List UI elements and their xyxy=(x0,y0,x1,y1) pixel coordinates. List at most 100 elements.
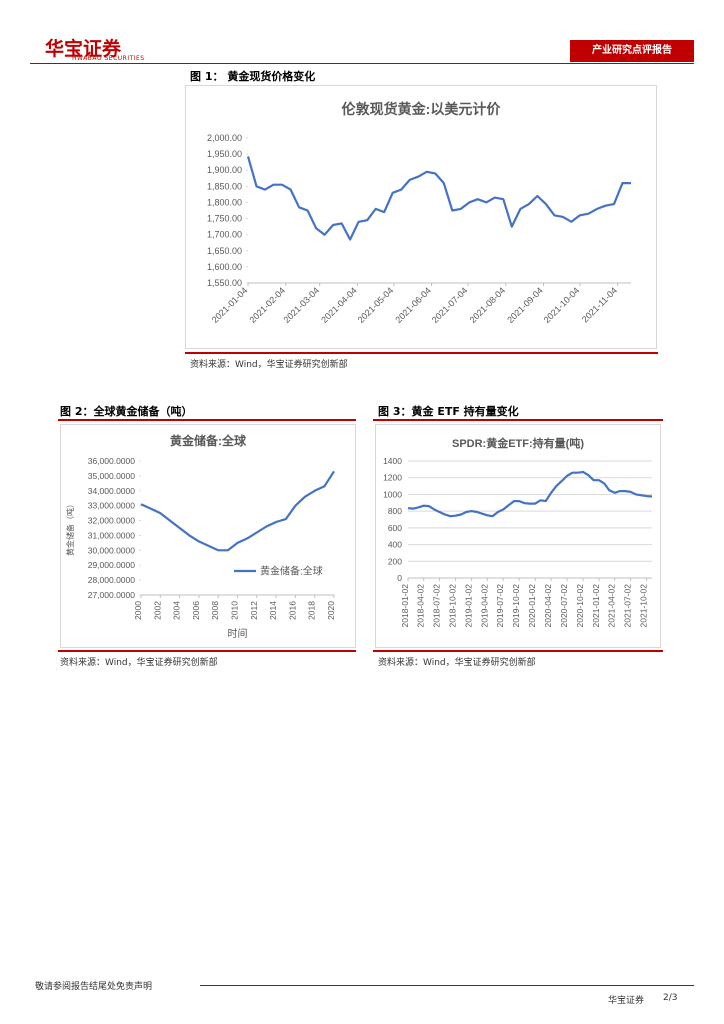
figure-rule xyxy=(373,650,663,652)
x-tick-label: 2021-01-04 xyxy=(210,285,250,325)
header-rule xyxy=(30,63,694,64)
x-tick-label: 2010 xyxy=(230,601,240,620)
y-tick-label: 27,000.0000 xyxy=(88,590,136,600)
y-tick-label: 1,650.00 xyxy=(207,246,242,256)
y-tick-label: 1400 xyxy=(383,456,402,466)
y-tick-label: 33,000.0000 xyxy=(88,501,136,511)
data-line xyxy=(407,470,653,518)
x-tick-label: 2021-03-04 xyxy=(282,285,322,325)
chart-title: SPDR:黄金ETF:持有量(吨) xyxy=(452,436,584,450)
y-tick-label: 35,000.0000 xyxy=(88,471,136,481)
x-tick-label: 2019-01-02 xyxy=(464,584,474,628)
logo-en: HWABAO SECURITIES xyxy=(72,55,145,62)
y-tick-label: 34,000.0000 xyxy=(88,486,136,496)
figure-caption: 图 1： 黄金现货价格变化 xyxy=(190,70,316,83)
x-tick-label: 2021-11-04 xyxy=(580,285,619,324)
x-tick-label: 2019-04-02 xyxy=(479,584,489,628)
figure-source: 资料来源：Wind，华宝证券研究创新部 xyxy=(378,658,536,668)
y-tick-label: 1,900.00 xyxy=(207,165,242,175)
x-tick-label: 2020-10-02 xyxy=(575,584,585,628)
x-tick-label: 2018-10-02 xyxy=(448,584,458,628)
chart: SPDR:黄金ETF:持有量(吨) 0 200 400 600 800 1000 1200 14… xyxy=(383,436,653,628)
x-tick-label: 2021-04-04 xyxy=(319,285,359,325)
x-tick-label: 2018-04-02 xyxy=(416,584,426,628)
chart: 黄金储备:全球 27,000.0000 28,000.0000 29,000.0000… xyxy=(65,433,340,640)
y-tick-label: 1,600.00 xyxy=(207,262,242,272)
figure-source: 资料来源：Wind，华宝证券研究创新部 xyxy=(190,360,348,370)
legend-label: 黄金储备:全球 xyxy=(260,565,323,578)
chart-title: 黄金储备:全球 xyxy=(170,433,247,448)
y-tick-label: 800 xyxy=(388,506,402,516)
y-tick-label: 1,750.00 xyxy=(207,214,242,224)
footer-company: 华宝证券 xyxy=(608,996,645,1006)
x-tick-label: 2021-06-04 xyxy=(393,285,433,325)
chart-frame: SPDR:黄金ETF:持有量(吨) 0 200 400 600 800 1000 1200 14… xyxy=(375,424,661,648)
chart-title: 伦敦现货黄金:以美元计价 xyxy=(342,101,502,117)
footer-rule xyxy=(200,985,694,986)
y-tick-label: 1,950.00 xyxy=(207,149,242,159)
x-tick-label: 2021-09-04 xyxy=(505,285,545,325)
x-tick-label: 2021-08-04 xyxy=(468,285,508,325)
x-tick-label: 2020 xyxy=(326,601,336,620)
y-tick-label: 28,000.0000 xyxy=(88,575,136,585)
data-line xyxy=(140,470,335,552)
x-tick-label: 2014 xyxy=(268,601,278,620)
x-tick-label: 2004 xyxy=(172,601,182,620)
x-tick-label: 2021-05-04 xyxy=(356,285,396,325)
report-tab: 产业研究点评报告 xyxy=(570,40,694,62)
figure-rule xyxy=(373,419,663,421)
x-tick-label: 2016 xyxy=(287,601,297,620)
y-tick-label: 200 xyxy=(388,556,402,566)
y-tick-label: 600 xyxy=(388,523,402,533)
y-tick-label: 32,000.0000 xyxy=(88,516,136,526)
x-tick-label: 2002 xyxy=(152,601,162,620)
x-tick-label: 2012 xyxy=(249,601,259,620)
y-tick-label: 36,000.0000 xyxy=(88,456,136,466)
x-tick-label: 2020-07-02 xyxy=(559,584,569,628)
x-tick-label: 2021-04-02 xyxy=(607,584,617,628)
x-tick-label: 2020-04-02 xyxy=(543,584,553,628)
x-tick-label: 2021-07-02 xyxy=(623,584,633,628)
figure-rule xyxy=(58,419,356,421)
x-tick-label: 2020-01-02 xyxy=(527,584,537,628)
figure-source: 资料来源：Wind，华宝证券研究创新部 xyxy=(60,658,218,668)
x-tick-label: 2000 xyxy=(133,601,143,620)
chart: 伦敦现货黄金:以美元计价 1,550.00 1,600.00 1,650.00 1,70… xyxy=(207,101,631,325)
x-tick-label: 2019-10-02 xyxy=(511,584,521,628)
x-tick-label: 2018 xyxy=(307,601,317,620)
figure-caption: 图 3：黄金 ETF 持有量变化 xyxy=(378,405,519,418)
x-tick-label: 2021-07-04 xyxy=(430,285,470,325)
x-tick-label: 2021-01-02 xyxy=(591,584,601,628)
x-tick-label: 2021-10-02 xyxy=(639,584,649,628)
logo: 华宝证券 xyxy=(45,38,122,60)
figure-rule xyxy=(185,352,658,354)
x-tick-label: 2006 xyxy=(191,601,201,620)
chart-frame: 伦敦现货黄金:以美元计价 1,550.00 1,600.00 1,650.00 1,70… xyxy=(185,85,657,349)
x-tick-label: 2008 xyxy=(210,601,220,620)
chart-frame: 黄金储备:全球 27,000.0000 28,000.0000 29,000.0000… xyxy=(60,424,356,648)
legend-box xyxy=(232,563,340,579)
y-tick-label: 1200 xyxy=(383,473,402,483)
y-axis-label: 黄金储备（吨） xyxy=(65,500,75,556)
x-tick-label: 2021-10-04 xyxy=(542,285,582,325)
y-tick-label: 30,000.0000 xyxy=(88,545,136,555)
figure-rule xyxy=(58,650,356,652)
y-tick-label: 1,800.00 xyxy=(207,197,242,207)
y-tick-label: 29,000.0000 xyxy=(88,560,136,570)
x-tick-label: 2018-01-02 xyxy=(400,584,410,628)
y-tick-label: 0 xyxy=(397,573,402,583)
y-tick-label: 1,700.00 xyxy=(207,230,242,240)
figure-caption: 图 2：全球黄金储备（吨） xyxy=(60,405,193,418)
disclaimer: 敬请参阅报告结尾处免责声明 xyxy=(35,982,153,992)
x-axis-label: 时间 xyxy=(228,627,248,640)
x-tick-label: 2021-02-04 xyxy=(247,285,287,325)
x-tick-label: 2019-07-02 xyxy=(495,584,505,628)
y-tick-label: 2,000.00 xyxy=(207,133,242,143)
y-tick-label: 1,850.00 xyxy=(207,181,242,191)
y-tick-label: 1000 xyxy=(383,489,402,499)
page-number: 2/3 xyxy=(663,993,678,1003)
y-tick-label: 1,550.00 xyxy=(207,278,242,288)
y-tick-label: 31,000.0000 xyxy=(88,530,136,540)
x-tick-label: 2018-07-02 xyxy=(432,584,442,628)
